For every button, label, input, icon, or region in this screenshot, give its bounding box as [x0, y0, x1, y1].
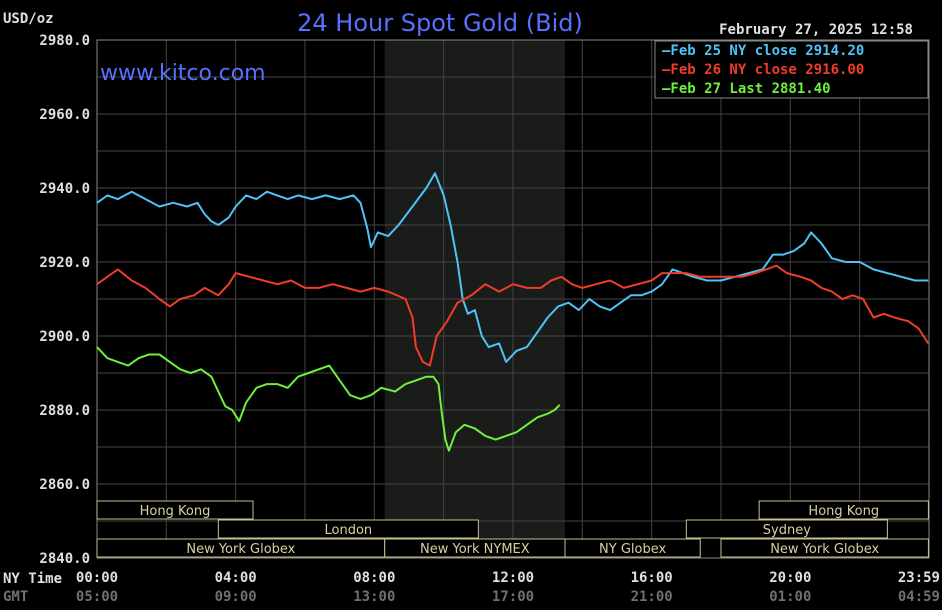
session-label: Hong Kong — [808, 504, 879, 519]
session-label: New York Globex — [770, 542, 879, 557]
y-unit-label: USD/oz — [3, 11, 54, 27]
session-label: London — [325, 523, 373, 538]
series-group — [96, 172, 930, 452]
x-tick-label-gmt: 21:00 — [631, 589, 673, 605]
x-tick-label-gmt: 05:00 — [76, 589, 118, 605]
grid-lines — [96, 39, 930, 559]
x-tick-label-gmt: 01:00 — [769, 589, 811, 605]
session-label: Sydney — [763, 523, 811, 538]
legend-item: ‒Feb 26 NY close 2916.00 — [662, 62, 864, 78]
y-tick-label: 2980.0 — [39, 33, 90, 49]
y-axis-tick-labels: 2980.0 2960.0 2940.0 2920.0 2900.0 2880.0 2860… — [39, 33, 90, 567]
x-axis-tick-labels: 00:00 05:00 04:00 09:00 08:00 13:00 12:00 17:00… — [76, 570, 940, 605]
session-label: New York Globex — [186, 542, 295, 557]
legend-box — [654, 40, 929, 99]
x-tick-label-ny: 20:00 — [769, 570, 811, 586]
x-tick-label-ny: 12:00 — [492, 570, 534, 586]
session-box — [720, 538, 929, 558]
session-box — [217, 519, 479, 539]
x-tick-label-ny: 00:00 — [76, 570, 118, 586]
y-tick-label: 2960.0 — [39, 107, 90, 123]
legend-item: ‒Feb 25 NY close 2914.20 — [662, 43, 864, 59]
session-box — [685, 519, 888, 539]
x-tick-label-gmt: 09:00 — [215, 589, 257, 605]
y-tick-label: 2940.0 — [39, 181, 90, 197]
x-tick-label-ny: 16:00 — [631, 570, 673, 586]
ny-time-label: NY Time — [3, 571, 62, 587]
plot-frame — [96, 39, 930, 559]
x-tick-label-ny: 04:00 — [215, 570, 257, 586]
y-tick-label: 2880.0 — [39, 403, 90, 419]
chart-datetime: February 27, 2025 12:58 — [719, 22, 913, 38]
chart-title: 24 Hour Spot Gold (Bid) — [297, 9, 583, 37]
session-label: New York NYMEX — [420, 542, 530, 557]
x-tick-label-ny: 23:59 — [898, 570, 940, 586]
session-box — [758, 500, 929, 520]
session-label: NY Globex — [599, 542, 666, 557]
legend: ‒Feb 25 NY close 2914.20 ‒Feb 26 NY close… — [654, 40, 929, 99]
legend-item: ‒Feb 27 Last 2881.40 — [662, 81, 831, 97]
y-tick-label: 2840.0 — [39, 551, 90, 567]
y-tick-label: 2860.0 — [39, 477, 90, 493]
legend-items: ‒Feb 25 NY close 2914.20 ‒Feb 26 NY close… — [662, 43, 864, 97]
session-box — [564, 538, 701, 558]
x-tick-label-gmt: 17:00 — [492, 589, 534, 605]
y-tick-label: 2900.0 — [39, 329, 90, 345]
trading-sessions: Hong Kong Hong Kong London Sydney New York G… — [96, 500, 929, 558]
session-label: Hong Kong — [140, 504, 211, 519]
x-tick-label-gmt: 13:00 — [353, 589, 395, 605]
site-watermark: www.kitco.com — [100, 61, 266, 86]
series-line-0 — [96, 172, 929, 363]
x-tick-label-ny: 08:00 — [353, 570, 395, 586]
gmt-label: GMT — [3, 589, 28, 605]
series-line-2 — [96, 346, 561, 452]
y-tick-label: 2920.0 — [39, 255, 90, 271]
series-line-1 — [96, 264, 930, 367]
session-box — [96, 500, 254, 520]
x-tick-label-gmt: 04:59 — [898, 589, 940, 605]
